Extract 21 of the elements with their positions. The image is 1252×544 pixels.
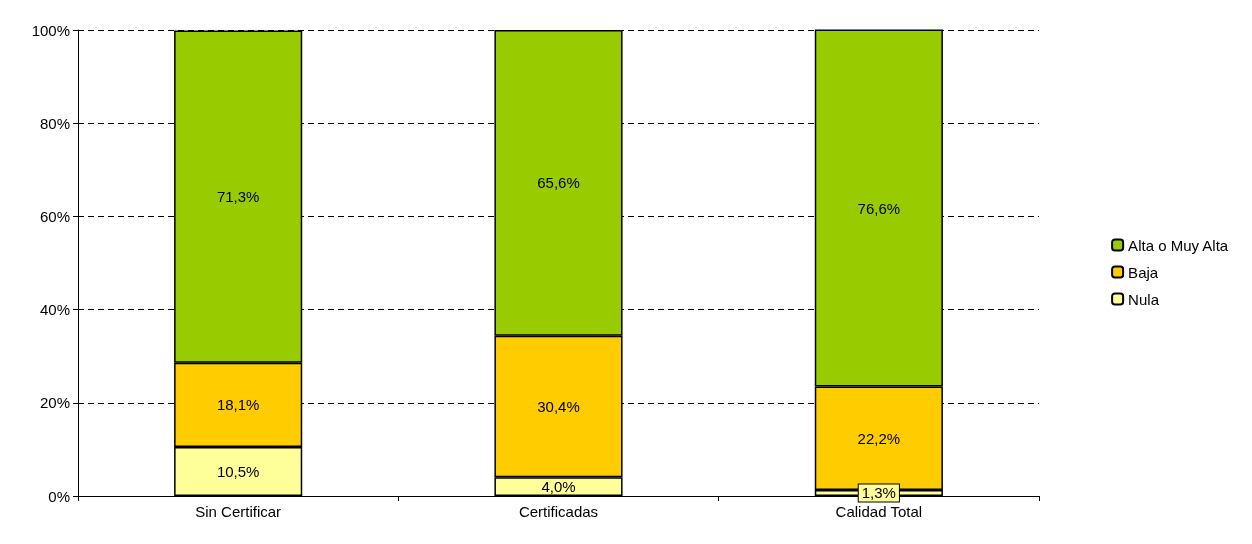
data-label: 1,3% [861,484,896,502]
legend-label: Baja [1128,263,1159,281]
data-label: 18,1% [216,396,260,414]
legend-label: Nula [1128,290,1160,308]
x-tick-label: Sin Certificar [195,503,282,520]
y-tick-label: 20% [39,394,70,412]
data-label: 65,6% [537,174,580,192]
y-tick-label: 40% [39,301,70,319]
y-tick-label: 60% [39,207,70,225]
y-tick-label: 100% [31,21,70,39]
data-label: 30,4% [537,398,580,416]
data-label: 4,0% [541,478,576,496]
y-tick-label: 80% [39,114,70,132]
x-tick-label: Certificadas [518,503,599,520]
x-tick-label: Calidad Total [835,503,923,520]
data-label: 71,3% [216,188,260,206]
data-label: 22,2% [857,429,901,447]
data-label: 10,5% [216,463,260,481]
data-label: 76,6% [857,199,901,217]
legend-label: Alta o Muy Alta [1128,236,1229,254]
y-tick-label: 0% [48,487,70,505]
